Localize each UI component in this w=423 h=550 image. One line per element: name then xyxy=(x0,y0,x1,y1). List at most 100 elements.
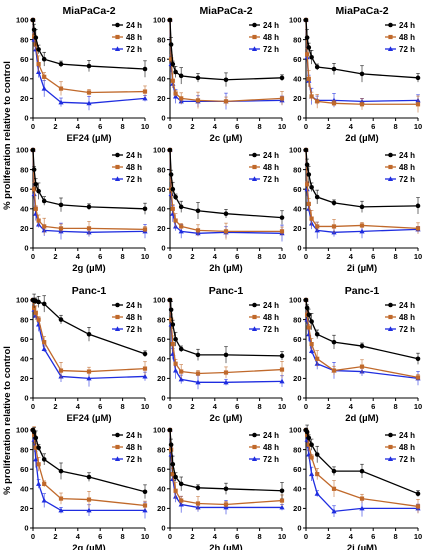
x-tick-label: 2 xyxy=(190,532,194,541)
data-point xyxy=(178,228,184,234)
legend-marker xyxy=(252,302,257,308)
data-point xyxy=(167,147,173,153)
data-point xyxy=(309,184,314,190)
y-tick-label: 20 xyxy=(157,374,165,383)
x-tick-label: 4 xyxy=(349,252,354,261)
data-point xyxy=(309,442,314,448)
y-tick-label: 40 xyxy=(293,75,301,84)
data-point xyxy=(30,147,36,153)
x-tick-label: 6 xyxy=(98,122,102,131)
series-line-48h xyxy=(32,149,146,231)
data-point xyxy=(168,307,174,313)
legend-marker xyxy=(387,46,394,51)
legend-marker xyxy=(252,432,257,438)
data-point xyxy=(167,297,173,303)
data-point xyxy=(42,224,47,229)
data-point xyxy=(178,204,184,210)
y-tick-label: 60 xyxy=(20,55,28,64)
y-tick-label: 0 xyxy=(297,394,301,403)
data-point xyxy=(173,367,179,373)
data-point xyxy=(36,47,41,52)
data-point xyxy=(359,71,365,77)
series-line-48h xyxy=(305,19,418,105)
x-tick-label: 4 xyxy=(213,402,218,411)
y-tick-label: 100 xyxy=(289,146,302,155)
legend-label: 48 h xyxy=(399,443,415,452)
series-line-48h xyxy=(32,19,146,94)
y-tick-label: 0 xyxy=(297,524,301,533)
legend-marker xyxy=(114,46,121,51)
data-point xyxy=(41,85,47,91)
legend-label: 72 h xyxy=(263,325,279,334)
y-tick-label: 100 xyxy=(16,146,29,155)
data-point xyxy=(309,54,314,60)
x-tick-label: 6 xyxy=(371,122,375,131)
data-point xyxy=(415,375,421,380)
data-point xyxy=(58,468,64,474)
x-tick-label: 6 xyxy=(235,252,239,261)
chart-panel-11: 0 20 40 60 80 100 0 2 4 6 8 10 2h (µM) 24 h 48 h 72 h xyxy=(153,426,286,550)
data-point xyxy=(142,503,148,508)
y-tick-label: 0 xyxy=(161,114,165,123)
legend-label: 72 h xyxy=(399,325,415,334)
y-tick-label: 20 xyxy=(293,94,301,103)
y-tick-label: 0 xyxy=(24,114,28,123)
legend-label: 72 h xyxy=(399,455,415,464)
x-tick-label: 6 xyxy=(235,122,239,131)
y-tick-label: 40 xyxy=(157,205,165,214)
data-point xyxy=(168,42,174,47)
data-point xyxy=(86,100,92,106)
y-tick-label: 0 xyxy=(24,394,28,403)
y-tick-label: 80 xyxy=(157,445,165,454)
data-point xyxy=(86,369,92,374)
chart-panel-1: MiaPaCa-2 0 20 40 60 80 100 0 2 4 6 8 10 EF24 (µM) 24 … xyxy=(16,5,149,144)
x-tick-label: 0 xyxy=(304,402,308,411)
y-tick-label: 100 xyxy=(289,16,302,25)
data-point xyxy=(142,507,148,513)
y-tick-label: 40 xyxy=(293,485,301,494)
y-tick-label: 80 xyxy=(157,35,165,44)
y-tick-label: 40 xyxy=(20,75,28,84)
data-point xyxy=(303,297,309,303)
data-point xyxy=(304,305,310,311)
data-point xyxy=(142,95,148,101)
y-tick-label: 100 xyxy=(153,296,166,305)
x-tick-label: 8 xyxy=(121,252,125,261)
y-tick-label: 80 xyxy=(293,445,301,454)
x-tick-label: 8 xyxy=(121,532,125,541)
y-tick-label: 100 xyxy=(16,16,29,25)
legend-marker xyxy=(114,176,121,181)
data-point xyxy=(36,462,41,467)
data-point xyxy=(86,474,92,480)
data-point xyxy=(223,370,229,375)
data-point xyxy=(195,501,201,506)
x-tick-label: 10 xyxy=(141,252,149,261)
chart-panel-2: MiaPaCa-2 0 20 40 60 80 100 0 2 4 6 8 10 2c (µM) 24 h 4… xyxy=(153,5,286,144)
data-point xyxy=(31,27,37,33)
x-tick-label: 0 xyxy=(304,252,308,261)
x-tick-label: 10 xyxy=(278,252,286,261)
data-point xyxy=(178,481,184,487)
data-point xyxy=(359,468,365,474)
y-tick-label: 20 xyxy=(293,374,301,383)
legend-label: 72 h xyxy=(126,325,142,334)
data-point xyxy=(304,429,310,435)
data-point xyxy=(279,75,285,81)
legend-marker xyxy=(388,314,393,320)
data-point xyxy=(142,351,148,357)
x-tick-label: 8 xyxy=(394,532,398,541)
data-point xyxy=(41,457,47,462)
data-point xyxy=(33,182,39,187)
legend-label: 24 h xyxy=(263,151,279,160)
legend-label: 24 h xyxy=(399,301,415,310)
x-tick-label: 10 xyxy=(414,402,422,411)
data-point xyxy=(279,229,285,234)
x-tick-label: 6 xyxy=(235,402,239,411)
data-point xyxy=(30,17,36,23)
data-point xyxy=(36,218,41,223)
data-point xyxy=(142,227,148,232)
data-point xyxy=(305,52,310,57)
chart-panel-9: Panc-1 0 20 40 60 80 100 0 2 4 6 8 10 2d (µM) 24 h 48 h… xyxy=(289,285,422,424)
data-point xyxy=(167,17,173,23)
